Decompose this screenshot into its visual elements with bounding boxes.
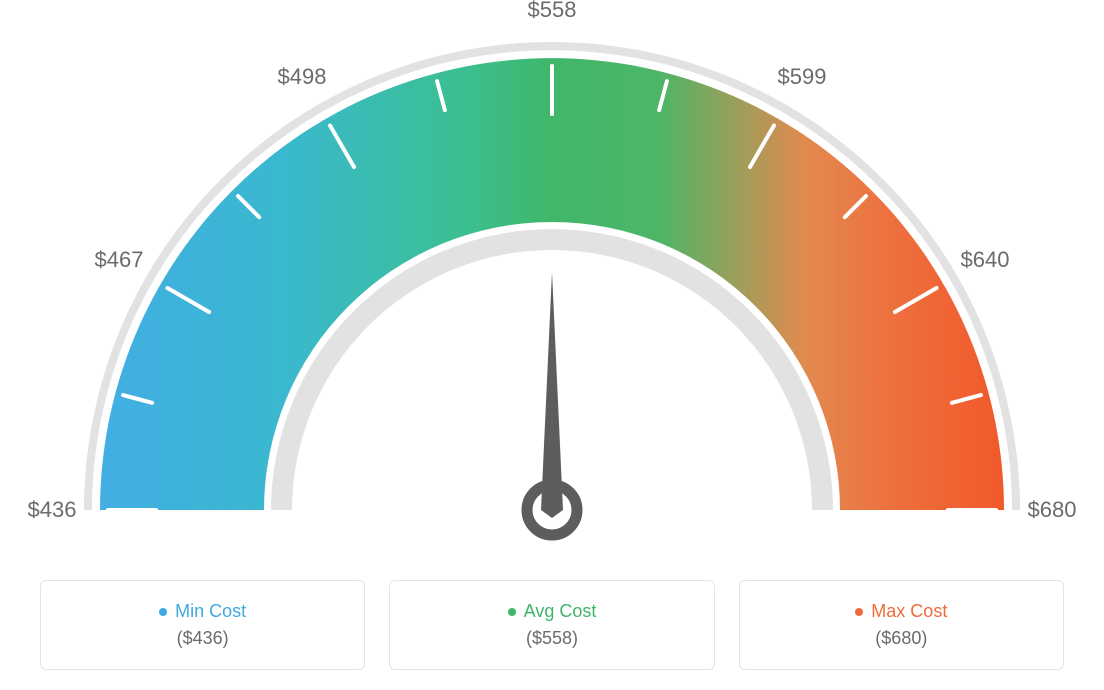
legend-value-avg: ($558) — [526, 628, 578, 649]
legend-row: Min Cost ($436) Avg Cost ($558) Max Cost… — [40, 580, 1064, 670]
gauge-svg — [0, 0, 1104, 560]
tick-label: $599 — [778, 64, 827, 90]
tick-label: $558 — [528, 0, 577, 23]
tick-label: $436 — [28, 497, 77, 523]
legend-card-min: Min Cost ($436) — [40, 580, 365, 670]
legend-label-avg: Avg Cost — [524, 601, 597, 622]
cost-gauge-chart: $436 $467 $498 $558 $599 $640 $680 Min Cost ($… — [0, 0, 1104, 690]
tick-label: $467 — [95, 247, 144, 273]
tick-label: $498 — [278, 64, 327, 90]
legend-card-avg: Avg Cost ($558) — [389, 580, 714, 670]
tick-label: $680 — [1028, 497, 1077, 523]
legend-label-max: Max Cost — [871, 601, 947, 622]
legend-dot-min — [159, 608, 167, 616]
legend-top-avg: Avg Cost — [508, 601, 597, 622]
legend-dot-max — [855, 608, 863, 616]
legend-dot-avg — [508, 608, 516, 616]
legend-top-max: Max Cost — [855, 601, 947, 622]
legend-label-min: Min Cost — [175, 601, 246, 622]
legend-value-min: ($436) — [177, 628, 229, 649]
legend-top-min: Min Cost — [159, 601, 246, 622]
legend-value-max: ($680) — [875, 628, 927, 649]
legend-card-max: Max Cost ($680) — [739, 580, 1064, 670]
gauge-area: $436 $467 $498 $558 $599 $640 $680 — [0, 0, 1104, 560]
tick-label: $640 — [961, 247, 1010, 273]
